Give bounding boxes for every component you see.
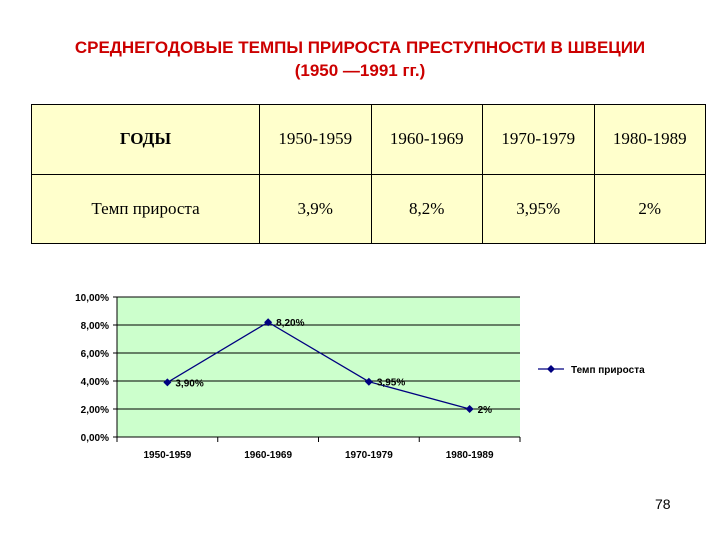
table-value-cell: 8,2%: [370, 173, 483, 244]
y-tick-label: 6,00%: [81, 349, 109, 360]
table-value-cell: 2%: [593, 173, 706, 244]
page-number: 78: [655, 496, 671, 512]
y-tick-label: 10,00%: [75, 293, 109, 304]
y-tick-label: 8,00%: [81, 321, 109, 332]
x-tick-label: 1980-1989: [446, 450, 494, 461]
x-tick-label: 1970-1979: [345, 450, 393, 461]
y-tick-label: 0,00%: [81, 433, 109, 444]
data-point-marker: [264, 318, 273, 327]
x-tick-label: 1950-1959: [143, 450, 191, 461]
table-period-cell: 1970-1979: [482, 104, 595, 175]
data-label: 3,90%: [175, 378, 203, 389]
table-period-cell: 1950-1959: [259, 104, 372, 175]
legend-label: Темп прироста: [571, 365, 645, 376]
table-value-row: Темп прироста 3,9% 8,2% 3,95% 2%: [31, 173, 706, 244]
growth-rate-table: ГОДЫ 1950-1959 1960-1969 1970-1979 1980-…: [31, 104, 706, 244]
table-period-cell: 1980-1989: [593, 104, 706, 175]
table-row-label: Темп прироста: [31, 173, 260, 244]
title-line-2: (1950 —1991 гг.): [294, 61, 426, 80]
slide-title: СРЕДНЕГОДОВЫЕ ТЕМПЫ ПРИРОСТА ПРЕСТУПНОСТ…: [0, 36, 720, 82]
table-period-cell: 1960-1969: [370, 104, 483, 175]
table-value-cell: 3,95%: [482, 173, 595, 244]
data-label: 3,95%: [377, 378, 405, 389]
y-tick-label: 4,00%: [81, 377, 109, 388]
data-label: 8,20%: [276, 318, 304, 329]
data-point-marker: [364, 377, 373, 386]
table-header-row: ГОДЫ 1950-1959 1960-1969 1970-1979 1980-…: [31, 104, 706, 175]
y-tick-label: 2,00%: [81, 405, 109, 416]
plot-area: [117, 297, 520, 437]
title-line-1: СРЕДНЕГОДОВЫЕ ТЕМПЫ ПРИРОСТА ПРЕСТУПНОСТ…: [74, 38, 646, 57]
data-point-marker: [465, 405, 474, 413]
x-tick-label: 1960-1969: [244, 450, 292, 461]
table-header-label: ГОДЫ: [31, 104, 260, 175]
table-value-cell: 3,9%: [259, 173, 372, 244]
data-point-marker: [163, 378, 172, 387]
series-line: [167, 321, 470, 410]
legend-marker: [547, 365, 555, 373]
data-label: 2%: [478, 405, 493, 416]
